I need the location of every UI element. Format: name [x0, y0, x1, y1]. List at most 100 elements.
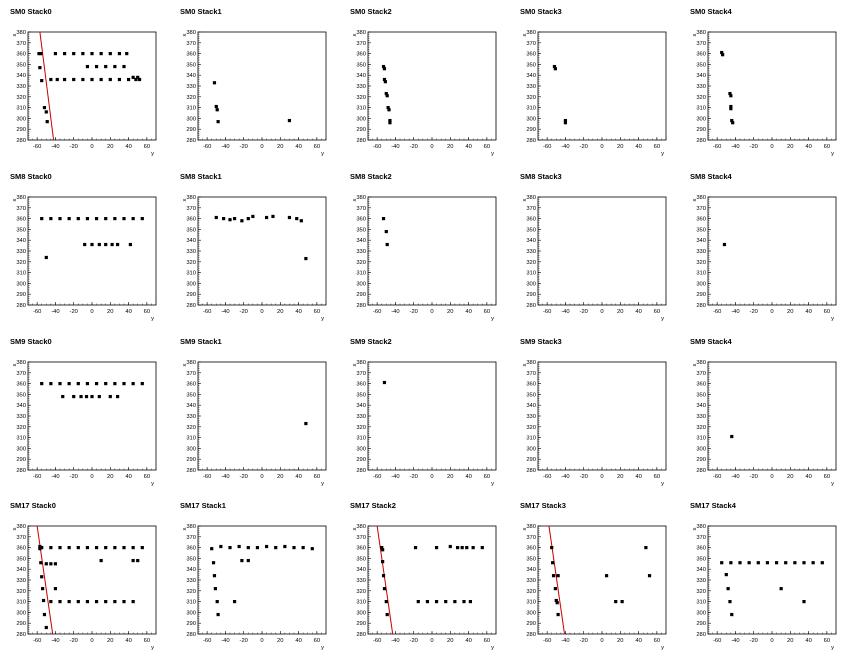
x-tick-label: -60 [33, 144, 41, 150]
data-point [40, 546, 44, 550]
data-point [381, 560, 385, 564]
x-tick-label: 20 [787, 474, 793, 480]
panel: SM8 Stack0 280 290 300 310 320 330 340 350 360 370… [10, 172, 157, 322]
data-point [72, 77, 76, 82]
y-tick-label: 300 [356, 610, 366, 616]
y-tick-label: 350 [16, 556, 26, 562]
x-axis-label: y [831, 481, 834, 487]
y-tick-label: 300 [526, 116, 536, 122]
panel-title: SM8 Stack1 [180, 172, 222, 181]
data-point [44, 562, 48, 566]
data-point [90, 394, 94, 399]
y-tick-label: 300 [696, 281, 706, 287]
y-tick-label: 290 [186, 621, 196, 627]
x-tick-label: 60 [484, 309, 490, 315]
x-tick-label: 0 [90, 309, 93, 315]
y-tick-label: 350 [356, 62, 366, 68]
data-point [94, 382, 99, 386]
data-point [310, 547, 314, 551]
data-point [215, 108, 219, 112]
x-tick-label: -20 [580, 144, 588, 150]
x-tick-label: 60 [654, 474, 660, 480]
y-tick-label: 370 [16, 206, 26, 212]
data-point [283, 544, 287, 549]
x-tick-label: -40 [561, 144, 569, 150]
x-tick-label: 60 [314, 309, 320, 315]
data-point [382, 380, 387, 385]
x-axis-label: y [321, 481, 324, 487]
x-axis-label: y [491, 481, 494, 487]
data-point [264, 544, 269, 549]
x-tick-label: -20 [750, 638, 758, 644]
data-point [468, 600, 472, 604]
data-point [113, 600, 117, 604]
y-tick-label: 290 [526, 127, 536, 133]
data-point [41, 587, 45, 591]
data-point [42, 106, 47, 110]
y-tick-label: 380 [16, 195, 26, 201]
panel: SM0 Stack2 280 290 300 310 320 330 340 350 360 370… [350, 7, 497, 157]
y-tick-label: 310 [186, 106, 196, 112]
data-point [131, 217, 135, 221]
data-point [113, 546, 117, 550]
data-point [40, 575, 44, 579]
y-tick-label: 340 [696, 403, 706, 409]
y-tick-label: 300 [356, 116, 366, 122]
y-tick-label: 300 [696, 610, 706, 616]
y-tick-label: 300 [696, 116, 706, 122]
x-tick-label: -20 [750, 144, 758, 150]
x-tick-label: -40 [561, 474, 569, 480]
y-tick-label: 310 [16, 271, 26, 277]
panel-title: SM17 Stack4 [690, 501, 737, 510]
y-tick-label: 320 [186, 260, 196, 266]
x-tick-label: -20 [240, 638, 248, 644]
y-tick-label: 280 [526, 303, 536, 309]
data-point [381, 574, 386, 578]
y-tick-label: 340 [696, 73, 706, 79]
y-axis-label: x [522, 527, 528, 530]
y-tick-label: 360 [356, 382, 366, 388]
panel: SM17 Stack1 280 290 300 310 320 330 340 350 360 37… [180, 501, 327, 651]
data-point [39, 52, 43, 56]
x-tick-label: -40 [731, 638, 739, 644]
y-tick-label: 350 [356, 227, 366, 233]
x-tick-label: 20 [107, 474, 113, 480]
data-point [724, 573, 728, 577]
data-point [647, 574, 652, 578]
data-point [413, 546, 418, 550]
y-tick-label: 330 [16, 249, 26, 255]
data-point [232, 600, 237, 604]
panel-title: SM0 Stack3 [520, 7, 562, 16]
y-tick-label: 320 [526, 260, 536, 266]
x-tick-label: -40 [391, 309, 399, 315]
y-tick-label: 330 [526, 249, 536, 255]
y-tick-label: 340 [356, 73, 366, 79]
x-tick-label: 40 [465, 638, 471, 644]
y-tick-label: 350 [696, 392, 706, 398]
data-point [117, 52, 122, 56]
x-tick-label: 0 [90, 474, 93, 480]
data-point [131, 546, 135, 550]
x-tick-label: 60 [314, 144, 320, 150]
y-tick-label: 380 [16, 30, 26, 36]
data-point [41, 598, 46, 603]
y-tick-label: 340 [696, 238, 706, 244]
data-point [97, 242, 101, 247]
y-tick-label: 350 [526, 62, 536, 68]
x-tick-label: 60 [144, 144, 150, 150]
x-axis-label: y [491, 316, 494, 322]
y-tick-label: 330 [696, 249, 706, 255]
x-tick-label: 0 [260, 144, 263, 150]
data-point [460, 546, 464, 550]
data-point [604, 574, 609, 578]
data-point [728, 600, 732, 604]
y-tick-label: 350 [356, 556, 366, 562]
data-point [381, 64, 386, 69]
data-point [228, 218, 232, 222]
y-tick-label: 290 [186, 457, 196, 463]
data-point [434, 546, 439, 550]
y-tick-label: 290 [356, 457, 366, 463]
x-tick-label: 20 [787, 309, 793, 315]
y-tick-label: 360 [696, 217, 706, 223]
x-axis-label: y [151, 151, 154, 157]
